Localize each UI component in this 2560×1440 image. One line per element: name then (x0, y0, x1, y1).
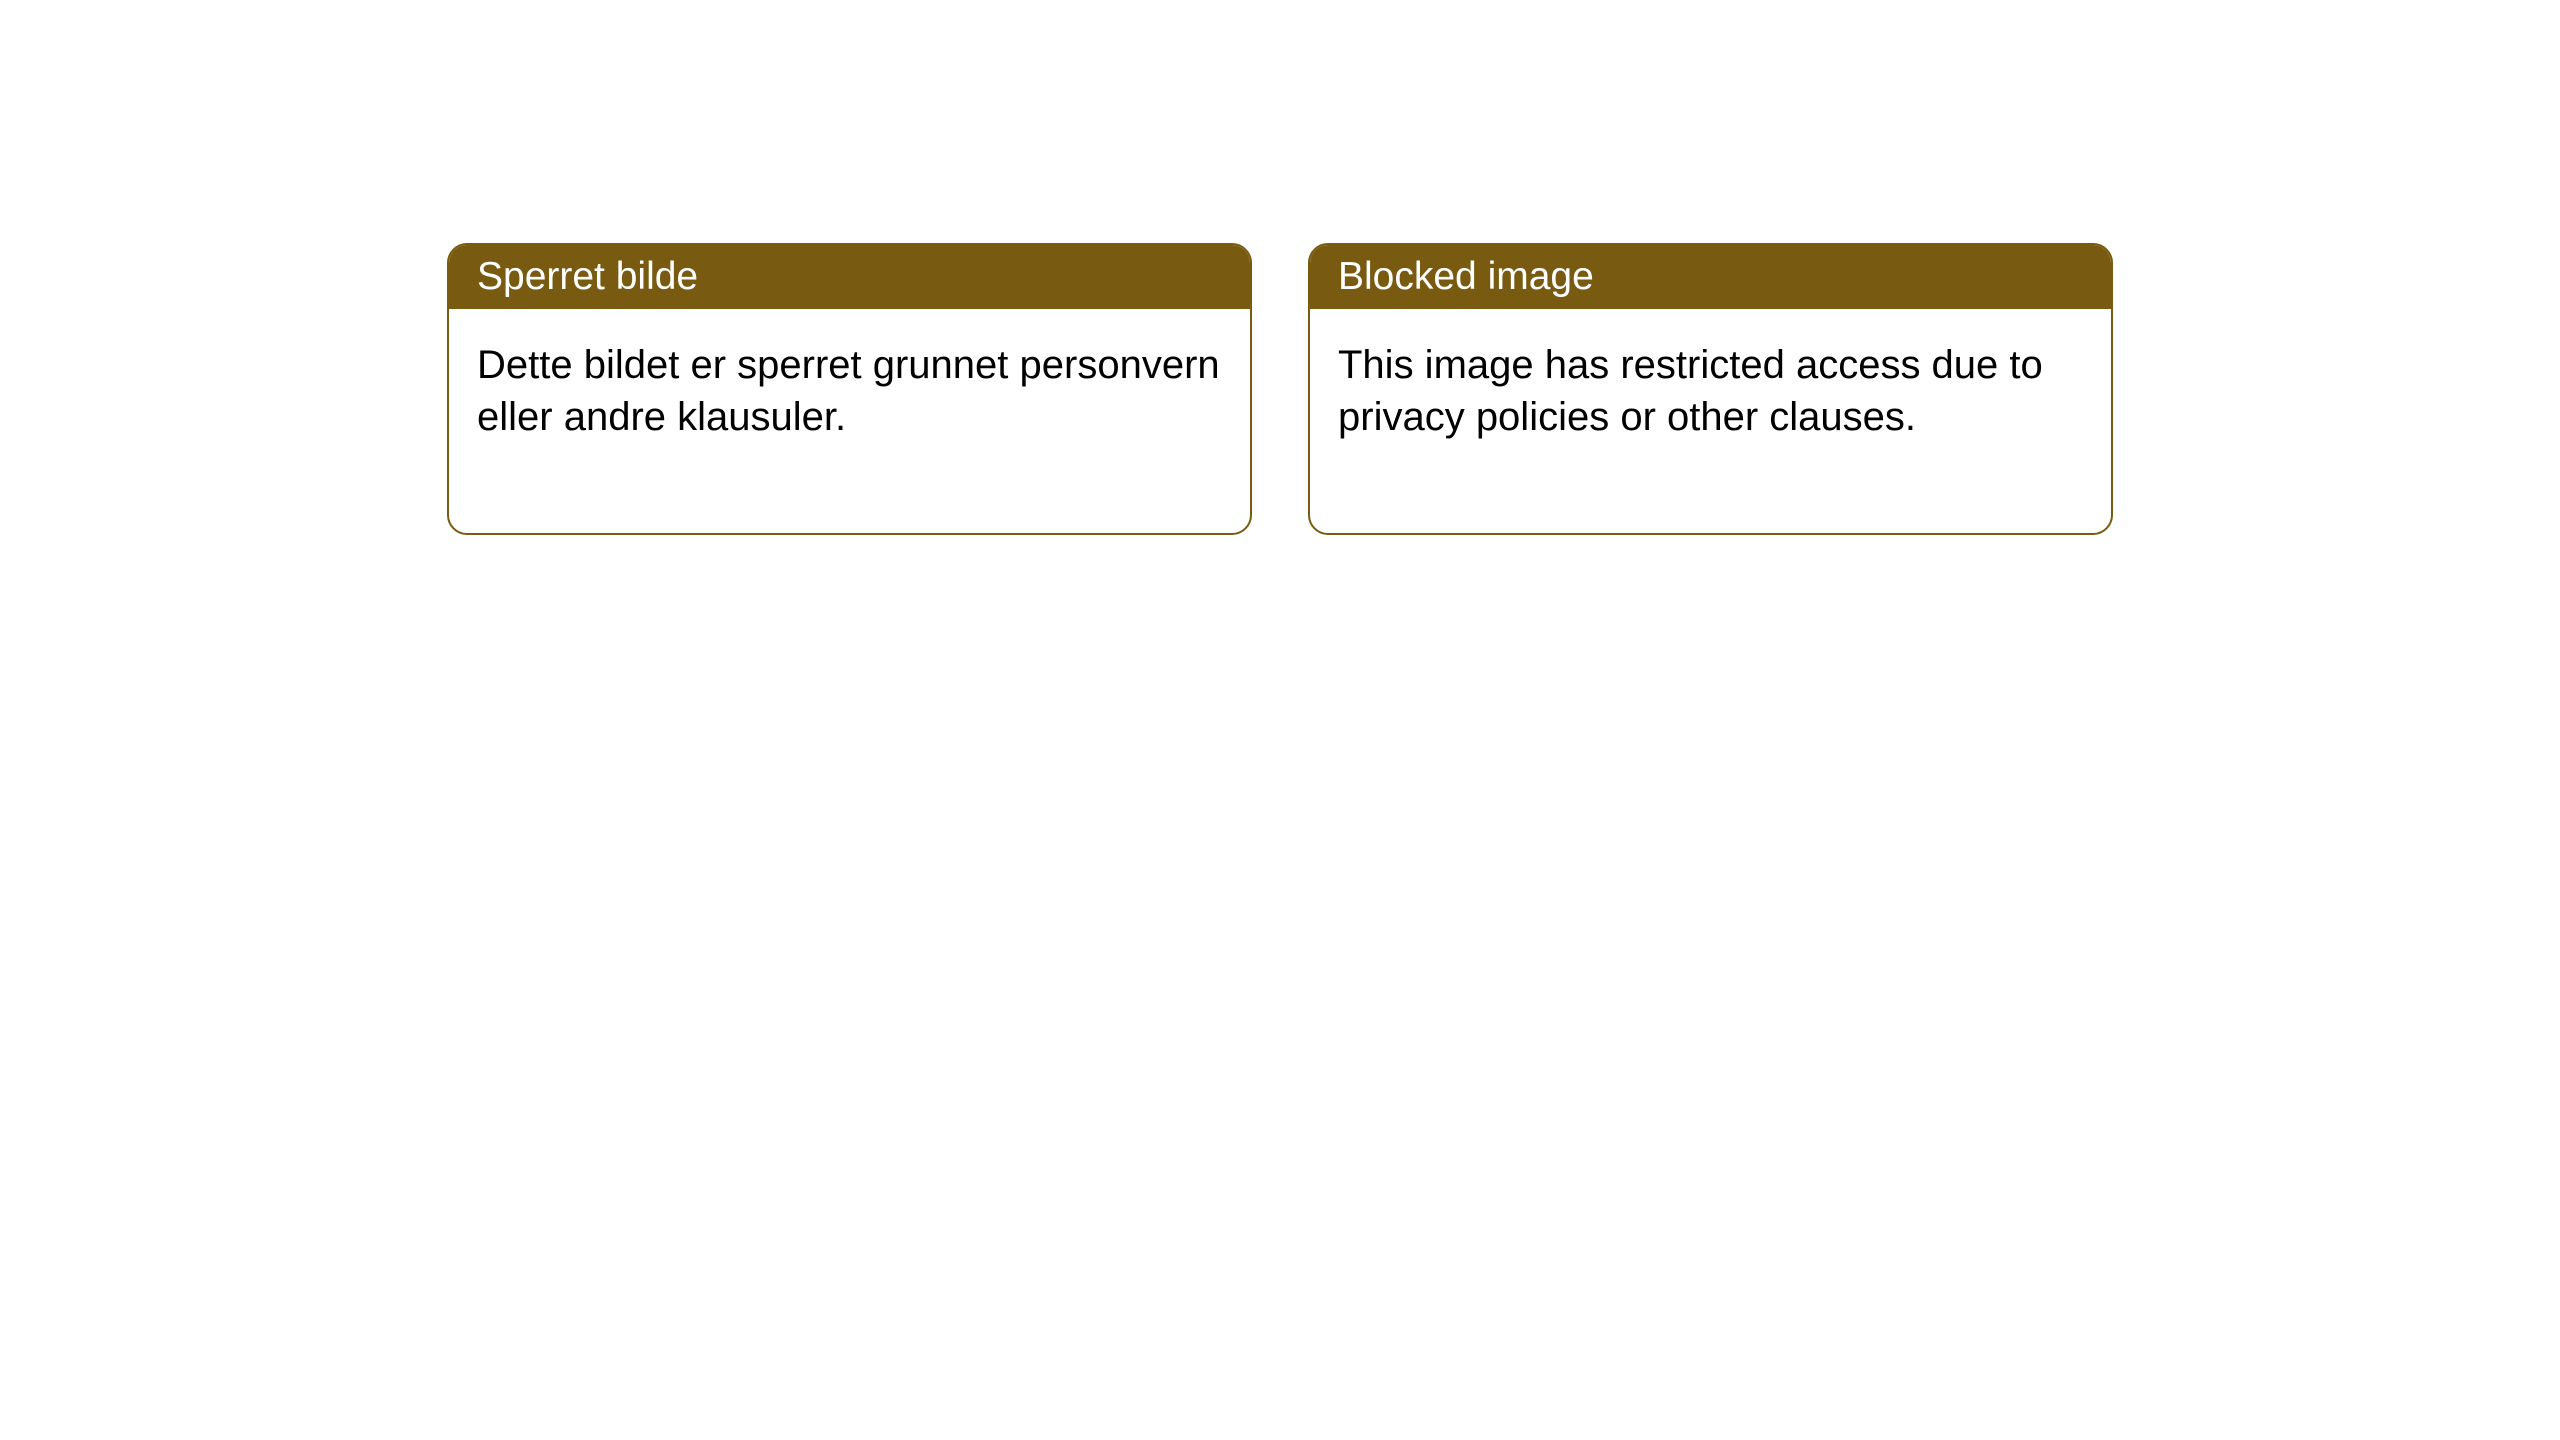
notice-box-english: Blocked image This image has restricted … (1308, 243, 2113, 535)
notice-box-norwegian: Sperret bilde Dette bildet er sperret gr… (447, 243, 1252, 535)
notice-title-english: Blocked image (1310, 245, 2111, 309)
notice-body-norwegian: Dette bildet er sperret grunnet personve… (449, 309, 1250, 533)
notice-body-english: This image has restricted access due to … (1310, 309, 2111, 533)
notice-container: Sperret bilde Dette bildet er sperret gr… (447, 243, 2113, 535)
notice-title-norwegian: Sperret bilde (449, 245, 1250, 309)
